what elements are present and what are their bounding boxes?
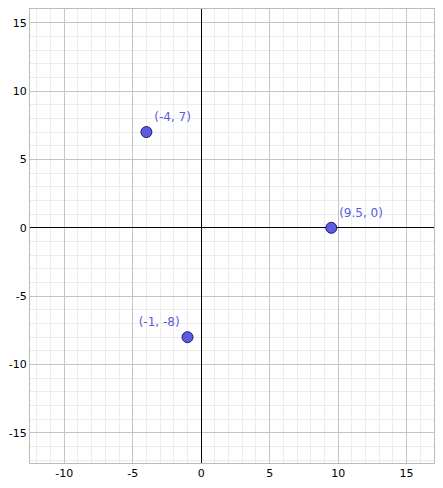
svg-text:10: 10 <box>331 467 345 480</box>
svg-text:-5: -5 <box>16 290 27 303</box>
svg-text:15: 15 <box>13 17 27 30</box>
svg-text:10: 10 <box>13 85 27 98</box>
svg-text:0: 0 <box>198 467 205 480</box>
svg-text:15: 15 <box>400 467 414 480</box>
svg-text:-10: -10 <box>9 358 27 371</box>
svg-text:-5: -5 <box>127 467 138 480</box>
svg-text:0: 0 <box>20 222 27 235</box>
svg-text:(-4, 7): (-4, 7) <box>154 110 191 124</box>
svg-text:-15: -15 <box>9 427 27 440</box>
svg-text:-10: -10 <box>55 467 73 480</box>
svg-text:5: 5 <box>20 153 27 166</box>
svg-text:(-1, -8): (-1, -8) <box>139 315 180 329</box>
svg-text:5: 5 <box>266 467 273 480</box>
svg-text:(9.5, 0): (9.5, 0) <box>339 206 383 220</box>
